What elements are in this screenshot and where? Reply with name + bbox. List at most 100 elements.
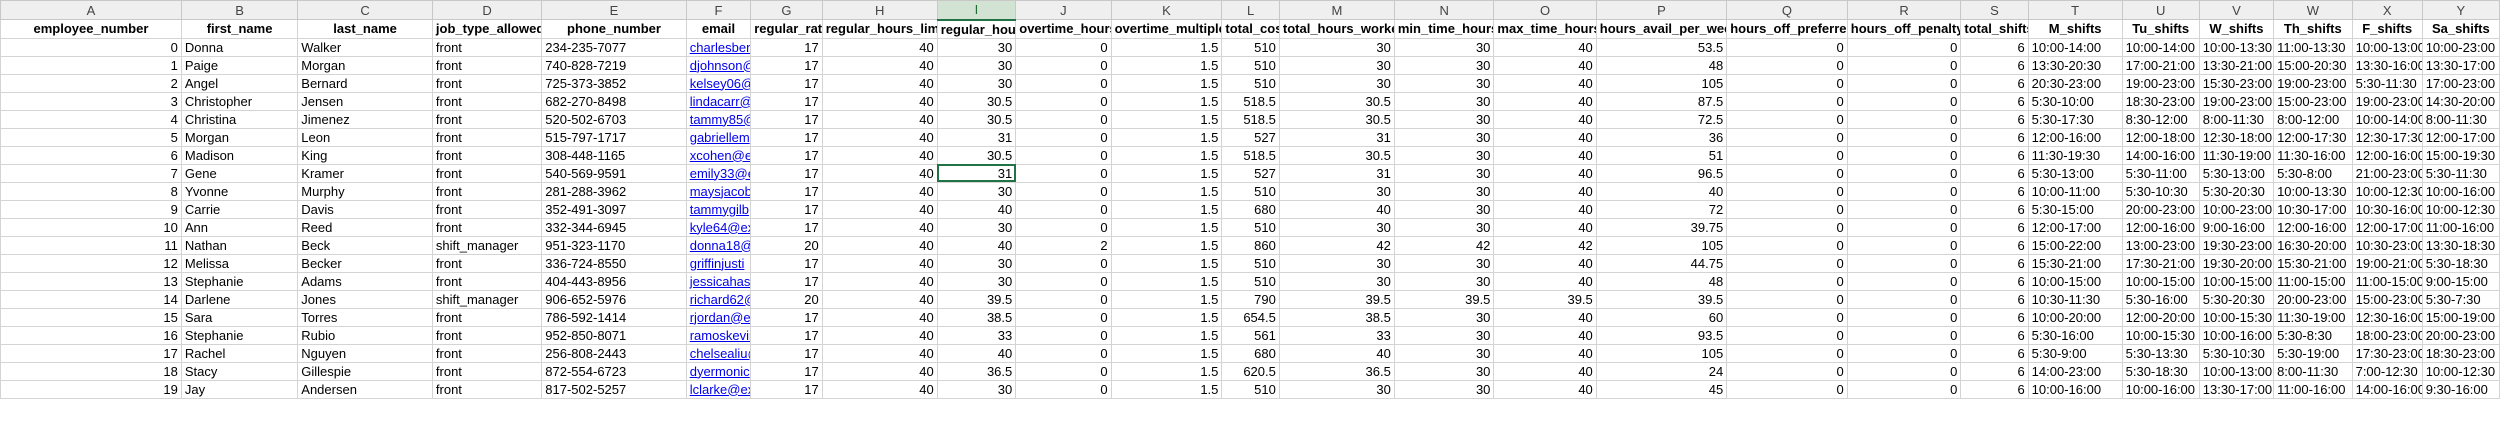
data-cell[interactable]: 5:30-20:30: [2198, 181, 2275, 201]
data-cell[interactable]: 1.5: [1110, 91, 1223, 111]
data-cell[interactable]: 9:00-15:00: [2421, 271, 2500, 291]
data-cell[interactable]: 36.5: [936, 361, 1017, 381]
data-cell[interactable]: 0: [1726, 109, 1848, 129]
data-cell[interactable]: 60: [1595, 307, 1728, 327]
data-cell[interactable]: 10:00-16:00: [2198, 325, 2275, 345]
email-link-cell[interactable]: charlesben: [685, 37, 752, 57]
data-cell[interactable]: shift_manager: [431, 289, 543, 309]
data-cell[interactable]: 10:00-23:00: [2421, 37, 2500, 57]
data-cell[interactable]: Jensen: [297, 91, 433, 111]
data-cell[interactable]: 40: [821, 361, 938, 381]
header-cell-hours-off-penalty[interactable]: hours_off_penalty: [1846, 19, 1962, 39]
email-link-cell[interactable]: gabriellem: [685, 127, 752, 147]
data-cell[interactable]: 19:00-23:00: [2273, 73, 2353, 93]
data-cell[interactable]: 17: [750, 127, 823, 147]
data-cell[interactable]: Gene: [180, 163, 299, 183]
data-cell[interactable]: Davis: [297, 199, 433, 219]
header-cell-overtime-hours[interactable]: overtime_hours: [1015, 19, 1112, 39]
data-cell[interactable]: 30: [1393, 199, 1495, 219]
data-cell[interactable]: 17: [0, 343, 182, 363]
column-header-e[interactable]: E: [541, 0, 687, 20]
data-cell[interactable]: 40: [821, 253, 938, 273]
data-cell[interactable]: 3: [0, 91, 182, 111]
header-cell-regular-hours-limit[interactable]: regular_hours_limit: [821, 19, 938, 39]
data-cell[interactable]: 1.5: [1110, 163, 1223, 183]
data-cell[interactable]: 17: [750, 325, 823, 345]
data-cell[interactable]: 11:30-19:30: [2027, 145, 2123, 165]
data-cell[interactable]: 0: [1015, 361, 1112, 381]
data-cell[interactable]: 14:00-23:00: [2027, 361, 2123, 381]
email-link-cell[interactable]: dyermonic: [685, 361, 752, 381]
data-cell[interactable]: 510: [1221, 379, 1280, 399]
data-cell[interactable]: 0: [1726, 55, 1848, 75]
data-cell[interactable]: Jay: [180, 379, 299, 399]
data-cell[interactable]: 30.5: [1278, 109, 1395, 129]
data-cell[interactable]: 5:30-18:30: [2121, 361, 2200, 381]
data-cell[interactable]: 40: [936, 235, 1017, 255]
email-link-cell[interactable]: richard62@: [685, 289, 752, 309]
data-cell[interactable]: 1.5: [1110, 307, 1223, 327]
header-cell-hours-avail-per-week[interactable]: hours_avail_per_week: [1595, 19, 1728, 39]
data-cell[interactable]: Nguyen: [297, 343, 433, 363]
data-cell[interactable]: 19:30-23:00: [2198, 235, 2275, 255]
data-cell[interactable]: 17: [750, 109, 823, 129]
data-cell[interactable]: 42: [1393, 235, 1495, 255]
email-link-cell[interactable]: emily33@e: [685, 163, 752, 183]
data-cell[interactable]: 38.5: [1278, 307, 1395, 327]
data-cell[interactable]: 11:30-19:00: [2198, 145, 2275, 165]
data-cell[interactable]: 0: [1846, 307, 1962, 327]
column-header-j[interactable]: J: [1015, 0, 1112, 20]
data-cell[interactable]: 1.5: [1110, 55, 1223, 75]
data-cell[interactable]: 30: [1278, 73, 1395, 93]
data-cell[interactable]: 12:00-16:00: [2351, 145, 2423, 165]
data-cell[interactable]: Yvonne: [180, 181, 299, 201]
data-cell[interactable]: 13:30-17:00: [2421, 55, 2500, 75]
data-cell[interactable]: 40: [821, 235, 938, 255]
data-cell[interactable]: 0: [1846, 235, 1962, 255]
data-cell[interactable]: 19:00-23:00: [2198, 91, 2275, 111]
data-cell[interactable]: front: [431, 307, 543, 327]
data-cell[interactable]: 0: [1726, 289, 1848, 309]
data-cell[interactable]: 6: [0, 145, 182, 165]
data-cell[interactable]: 15: [0, 307, 182, 327]
data-cell[interactable]: 10:00-13:30: [2273, 181, 2353, 201]
data-cell[interactable]: 30: [936, 379, 1017, 399]
data-cell[interactable]: 1.5: [1110, 145, 1223, 165]
data-cell[interactable]: 0: [1015, 217, 1112, 237]
data-cell[interactable]: 0: [1846, 289, 1962, 309]
data-cell[interactable]: 30: [1393, 91, 1495, 111]
header-cell-tu-shifts[interactable]: Tu_shifts: [2121, 19, 2200, 39]
data-cell[interactable]: 510: [1221, 73, 1280, 93]
data-cell[interactable]: 6: [1960, 271, 2029, 291]
data-cell[interactable]: Stephanie: [180, 271, 299, 291]
email-link-cell[interactable]: griffinjusti: [685, 253, 752, 273]
header-cell-job-type-allowed[interactable]: job_type_allowed: [431, 19, 543, 39]
data-cell[interactable]: 36.5: [1278, 361, 1395, 381]
data-cell[interactable]: front: [431, 91, 543, 111]
column-header-g[interactable]: G: [750, 0, 823, 20]
data-cell[interactable]: 0: [1015, 253, 1112, 273]
data-cell[interactable]: 15:00-23:00: [2273, 91, 2353, 111]
data-cell[interactable]: 510: [1221, 253, 1280, 273]
data-cell[interactable]: 256-808-2443: [541, 343, 687, 363]
data-cell[interactable]: 17: [750, 163, 823, 183]
data-cell[interactable]: front: [431, 127, 543, 147]
data-cell[interactable]: 0: [1846, 145, 1962, 165]
data-cell[interactable]: 6: [1960, 145, 2029, 165]
data-cell[interactable]: 1.5: [1110, 127, 1223, 147]
data-cell[interactable]: 12:30-16:00: [2351, 307, 2423, 327]
data-cell[interactable]: 8:00-11:30: [2421, 109, 2500, 129]
data-cell[interactable]: front: [431, 145, 543, 165]
data-cell[interactable]: 42: [1493, 235, 1597, 255]
data-cell[interactable]: 17:30-23:00: [2351, 343, 2423, 363]
data-cell[interactable]: 30: [1393, 361, 1495, 381]
data-cell[interactable]: 48: [1595, 271, 1728, 291]
data-cell[interactable]: 30: [936, 217, 1017, 237]
data-cell[interactable]: 30: [1393, 37, 1495, 57]
data-cell[interactable]: 0: [1726, 235, 1848, 255]
data-cell[interactable]: 42: [1278, 235, 1395, 255]
data-cell[interactable]: 31: [936, 127, 1017, 147]
data-cell[interactable]: 30: [1393, 271, 1495, 291]
data-cell[interactable]: 0: [1846, 379, 1962, 399]
email-link-cell[interactable]: kyle64@ex: [685, 217, 752, 237]
